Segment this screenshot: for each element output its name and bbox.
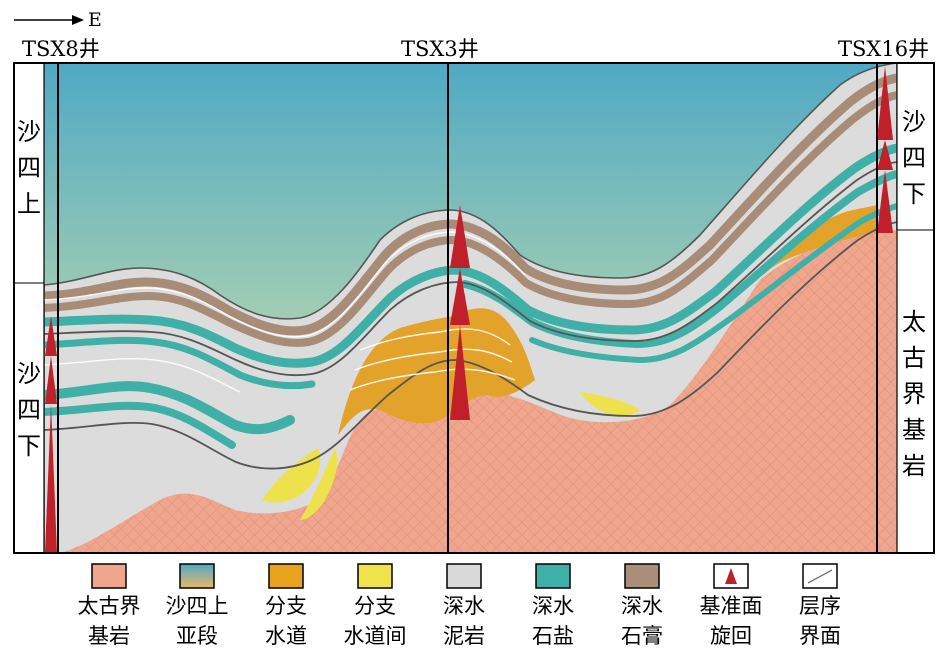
legend-item-interchannel: 分支 水道间 — [344, 563, 407, 648]
legend-label-line1: 分支 — [354, 594, 396, 618]
cycle-marker — [877, 170, 893, 233]
legend-item-base-level-cycle: 基准面 旋回 — [700, 563, 763, 648]
left-lower-label-3: 下 — [17, 432, 41, 460]
left-upper-label-2: 四 — [17, 154, 41, 182]
boundary-line-icon — [807, 569, 833, 584]
legend-label-line2: 旋回 — [710, 624, 752, 648]
legend-label-line2: 水道间 — [344, 624, 407, 648]
left-upper-label-1: 沙 — [17, 118, 41, 146]
cycle-marker — [877, 140, 893, 170]
legend-label-line2: 石膏 — [621, 624, 663, 648]
legend-item-distributary-channel: 分支 水道 — [265, 563, 307, 648]
legend-swatch — [624, 563, 660, 589]
section-frame — [13, 62, 935, 554]
legend-label-line1: 基准面 — [700, 594, 763, 618]
left-lower-label-2: 四 — [17, 396, 41, 424]
legend-label-line2: 水道 — [265, 624, 307, 648]
interchannel-left — [262, 448, 321, 503]
right-upper-label-3: 下 — [902, 180, 926, 208]
legend-item-sequence-boundary: 层序 界面 — [799, 563, 841, 648]
right-lower-label-4: 基 — [902, 416, 926, 444]
well-columns — [13, 62, 935, 554]
legend-label-line2: 界面 — [799, 624, 841, 648]
legend-swatch — [91, 563, 127, 589]
legend-item-upper-es4: 沙四上 亚段 — [166, 563, 229, 648]
left-upper-label-3: 上 — [17, 190, 41, 218]
section-body — [44, 63, 897, 553]
legend-swatch — [535, 563, 571, 589]
well-label-tsx16: TSX16井 — [838, 37, 929, 61]
direction-label: E — [88, 9, 102, 31]
legend-label-line1: 深水 — [532, 594, 574, 618]
interchannel-center — [300, 448, 338, 520]
cycle-marker — [450, 325, 470, 420]
cycle-marker — [877, 66, 893, 140]
cycle-marker — [450, 205, 470, 268]
cycle-marker — [45, 356, 57, 404]
right-upper-label-1: 沙 — [902, 108, 926, 136]
legend-label-line1: 分支 — [265, 594, 307, 618]
cycle-marker — [45, 404, 57, 553]
legend-item-archean-bedrock: 太古界 基岩 — [78, 563, 141, 648]
right-lower-label-5: 岩 — [902, 452, 926, 480]
legend-swatch — [179, 563, 215, 589]
legend-item-deepwater-mudstone: 深水 泥岩 — [443, 563, 485, 648]
legend-label-line1: 太古界 — [78, 594, 141, 618]
direction-indicator: E — [14, 9, 102, 31]
legend-label-line2: 泥岩 — [443, 624, 485, 648]
legend-label-line1: 深水 — [621, 594, 663, 618]
legend-label-line1: 层序 — [799, 594, 841, 618]
legend: 太古界 基岩 沙四上 亚段 分支 水道 分支 水道间 深水 泥岩 深水 石盐 — [78, 563, 841, 648]
right-lower-label-2: 古 — [902, 344, 926, 372]
legend-swatch — [268, 563, 304, 589]
layer-lines — [44, 231, 526, 393]
legend-label-line2: 石盐 — [532, 624, 574, 648]
legend-label-line1: 沙四上 — [166, 594, 229, 618]
right-lower-label-3: 界 — [902, 380, 926, 408]
cycle-marker — [45, 316, 57, 356]
legend-swatch — [357, 563, 393, 589]
legend-swatch — [446, 563, 482, 589]
archean-bedrock — [44, 230, 897, 553]
left-lower-label-1: 沙 — [17, 360, 41, 388]
base-level-cycle-markers — [45, 66, 893, 553]
legend-label-line2: 亚段 — [176, 624, 218, 648]
legend-item-deepwater-gypsum: 深水 石膏 — [621, 563, 663, 648]
well-label-tsx8: TSX8井 — [22, 37, 100, 61]
distributary-channel-right — [760, 205, 877, 280]
legend-label-line2: 基岩 — [88, 624, 130, 648]
right-upper-label-2: 四 — [902, 144, 926, 172]
cycle-marker — [450, 268, 470, 325]
right-lower-label-1: 太 — [902, 308, 926, 336]
well-label-tsx3: TSX3井 — [401, 37, 479, 61]
legend-item-deepwater-salt: 深水 石盐 — [532, 563, 574, 648]
cycle-marker-icon — [725, 568, 737, 584]
interchannel-right — [580, 392, 640, 416]
legend-label-line1: 深水 — [443, 594, 485, 618]
